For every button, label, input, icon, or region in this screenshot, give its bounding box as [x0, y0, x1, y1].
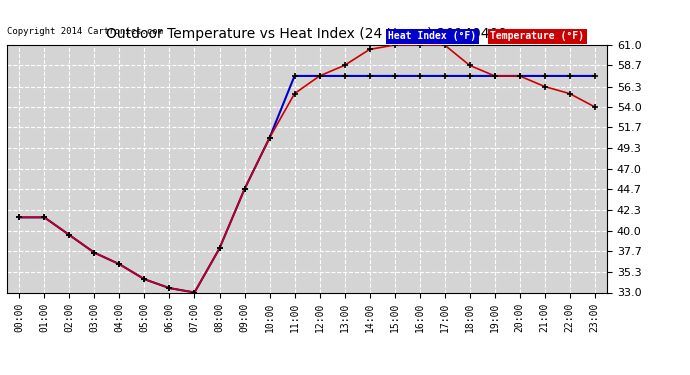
Title: Outdoor Temperature vs Heat Index (24 Hours) 20140409: Outdoor Temperature vs Heat Index (24 Ho…	[106, 27, 508, 41]
Text: Temperature (°F): Temperature (°F)	[490, 32, 584, 41]
Text: Heat Index (°F): Heat Index (°F)	[388, 32, 476, 41]
Text: Copyright 2014 Cartronics.com: Copyright 2014 Cartronics.com	[7, 27, 163, 36]
